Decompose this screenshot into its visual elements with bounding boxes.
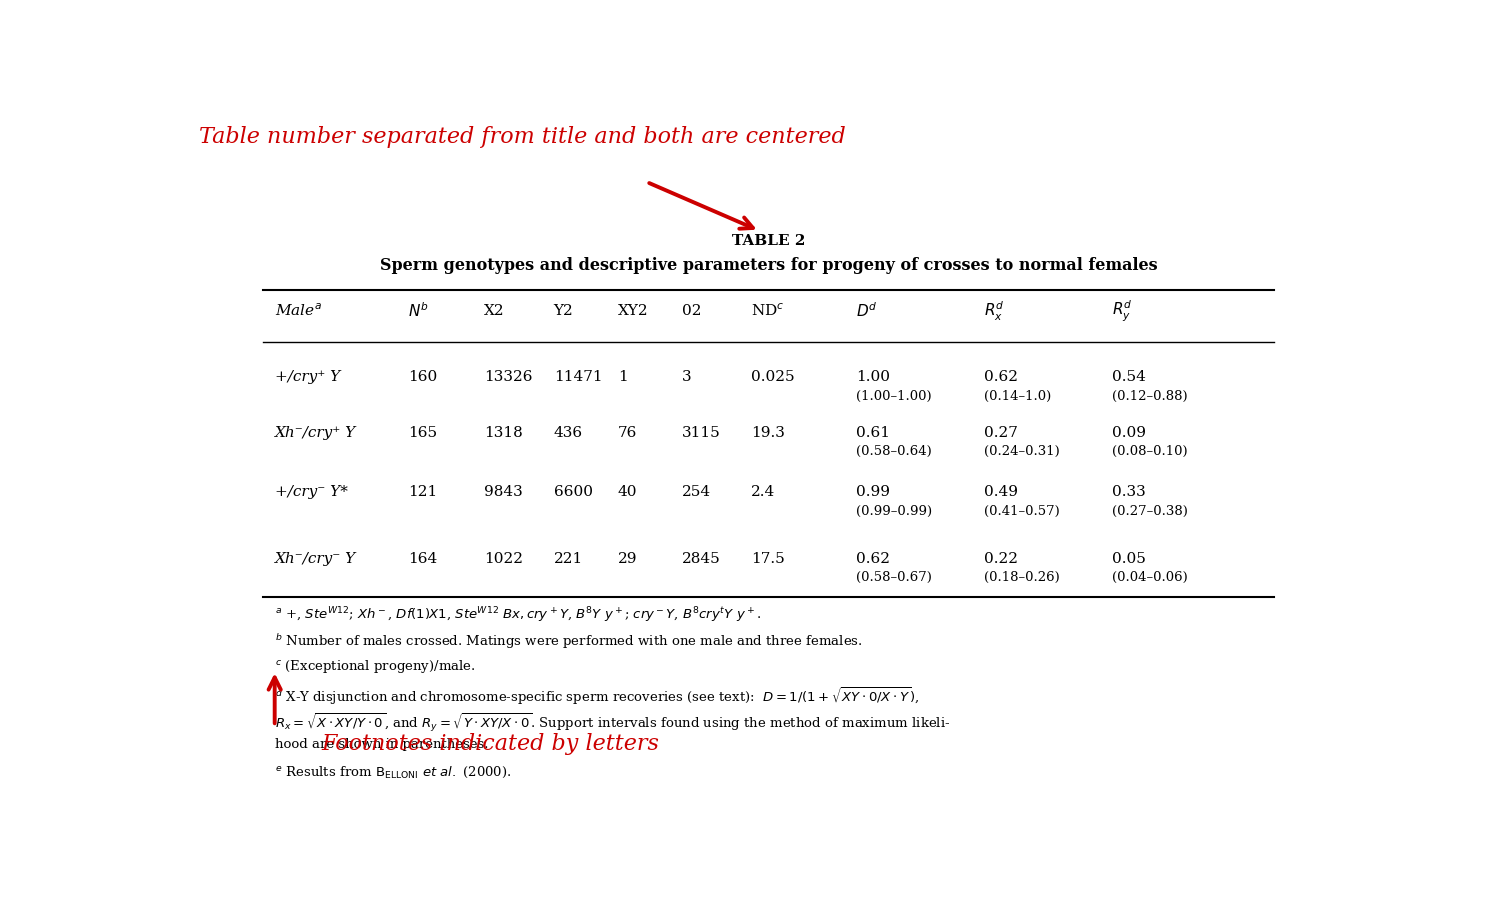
Text: 40: 40	[618, 486, 638, 499]
Text: $R_x = \sqrt{X \cdot XY/Y \cdot 0}$, and $R_y = \sqrt{Y \cdot XY/X \cdot 0}$. Su: $R_x = \sqrt{X \cdot XY/Y \cdot 0}$, and…	[274, 711, 950, 734]
Text: 1022: 1022	[484, 552, 524, 565]
Text: $N^b$: $N^b$	[408, 302, 429, 321]
Text: (0.08–0.10): (0.08–0.10)	[1112, 446, 1188, 458]
Text: Footnotes indicated by letters: Footnotes indicated by letters	[321, 733, 658, 755]
Text: (0.18–0.26): (0.18–0.26)	[984, 571, 1059, 584]
Text: 02: 02	[681, 304, 700, 318]
Text: 0.49: 0.49	[984, 486, 1018, 499]
Text: ND$^c$: ND$^c$	[752, 303, 784, 319]
Text: 0.99: 0.99	[856, 486, 889, 499]
Text: (0.12–0.88): (0.12–0.88)	[1112, 390, 1188, 402]
Text: 0.05: 0.05	[1112, 552, 1146, 565]
Text: 11471: 11471	[554, 371, 603, 384]
Text: 254: 254	[681, 486, 711, 499]
Text: 3: 3	[681, 371, 692, 384]
Text: 0.22: 0.22	[984, 552, 1018, 565]
Text: 121: 121	[408, 486, 438, 499]
Text: 2845: 2845	[681, 552, 720, 565]
Text: Table number separated from title and both are centered: Table number separated from title and bo…	[200, 126, 846, 149]
Text: 1.00: 1.00	[856, 371, 889, 384]
Text: X2: X2	[484, 304, 504, 318]
Text: (1.00–1.00): (1.00–1.00)	[856, 390, 932, 402]
Text: TABLE 2: TABLE 2	[732, 235, 806, 248]
Text: 9843: 9843	[484, 486, 522, 499]
Text: 0.54: 0.54	[1112, 371, 1146, 384]
Text: $R_y^d$: $R_y^d$	[1112, 298, 1132, 323]
Text: (0.41–0.57): (0.41–0.57)	[984, 505, 1059, 517]
Text: 1: 1	[618, 371, 627, 384]
Text: +/cry⁺ Y: +/cry⁺ Y	[274, 371, 340, 384]
Text: $^c$ (Exceptional progeny)/male.: $^c$ (Exceptional progeny)/male.	[274, 659, 476, 676]
Text: (0.58–0.64): (0.58–0.64)	[856, 446, 932, 458]
Text: 6600: 6600	[554, 486, 592, 499]
Text: 0.62: 0.62	[984, 371, 1018, 384]
Text: Xh⁻/cry⁺ Y: Xh⁻/cry⁺ Y	[274, 426, 356, 440]
Text: $D^d$: $D^d$	[856, 302, 877, 321]
Text: 1318: 1318	[484, 426, 522, 440]
Text: 76: 76	[618, 426, 638, 440]
Text: 29: 29	[618, 552, 638, 565]
Text: 13326: 13326	[484, 371, 532, 384]
Text: 0.09: 0.09	[1112, 426, 1146, 440]
Text: 436: 436	[554, 426, 584, 440]
Text: (0.24–0.31): (0.24–0.31)	[984, 446, 1059, 458]
Text: $^a$ +, $\mathit{Ste}^{W12}$; $\mathit{Xh}^-$, $\mathit{Df(1)X1}$, $\mathit{Ste}: $^a$ +, $\mathit{Ste}^{W12}$; $\mathit{X…	[274, 605, 760, 625]
Text: 0.025: 0.025	[752, 371, 795, 384]
Text: (0.99–0.99): (0.99–0.99)	[856, 505, 932, 517]
Text: 0.27: 0.27	[984, 426, 1017, 440]
Text: Male$^a$: Male$^a$	[274, 303, 321, 319]
Text: $^e$ Results from $\mathrm{B}_{\mathrm{ELLONI}}$ $\mathit{et\ al.}$ (2000).: $^e$ Results from $\mathrm{B}_{\mathrm{E…	[274, 765, 512, 780]
Text: 19.3: 19.3	[752, 426, 784, 440]
Text: 0.62: 0.62	[856, 552, 889, 565]
Text: 0.61: 0.61	[856, 426, 889, 440]
Text: $^b$ Number of males crossed. Matings were performed with one male and three fem: $^b$ Number of males crossed. Matings we…	[274, 632, 862, 651]
Text: 165: 165	[408, 426, 438, 440]
Text: 3115: 3115	[681, 426, 720, 440]
Text: 17.5: 17.5	[752, 552, 784, 565]
Text: Y2: Y2	[554, 304, 573, 318]
Text: (0.14–1.0): (0.14–1.0)	[984, 390, 1052, 402]
Text: $^d$ X-Y disjunction and chromosome-specific sperm recoveries (see text):  $D = : $^d$ X-Y disjunction and chromosome-spec…	[274, 685, 920, 707]
Text: 164: 164	[408, 552, 438, 565]
Text: (0.58–0.67): (0.58–0.67)	[856, 571, 932, 584]
Text: 2.4: 2.4	[752, 486, 776, 499]
Text: Xh⁻/cry⁻ Y: Xh⁻/cry⁻ Y	[274, 552, 356, 565]
Text: 221: 221	[554, 552, 584, 565]
Text: (0.27–0.38): (0.27–0.38)	[1112, 505, 1188, 517]
Text: +/cry⁻ Y*: +/cry⁻ Y*	[274, 486, 348, 499]
Text: $R_x^d$: $R_x^d$	[984, 299, 1005, 323]
Text: Sperm genotypes and descriptive parameters for progeny of crosses to normal fema: Sperm genotypes and descriptive paramete…	[380, 257, 1158, 275]
Text: XY2: XY2	[618, 304, 648, 318]
Text: 160: 160	[408, 371, 438, 384]
Text: (0.04–0.06): (0.04–0.06)	[1112, 571, 1188, 584]
Text: 0.33: 0.33	[1112, 486, 1146, 499]
Text: hood are shown in parentheses.: hood are shown in parentheses.	[274, 738, 488, 751]
